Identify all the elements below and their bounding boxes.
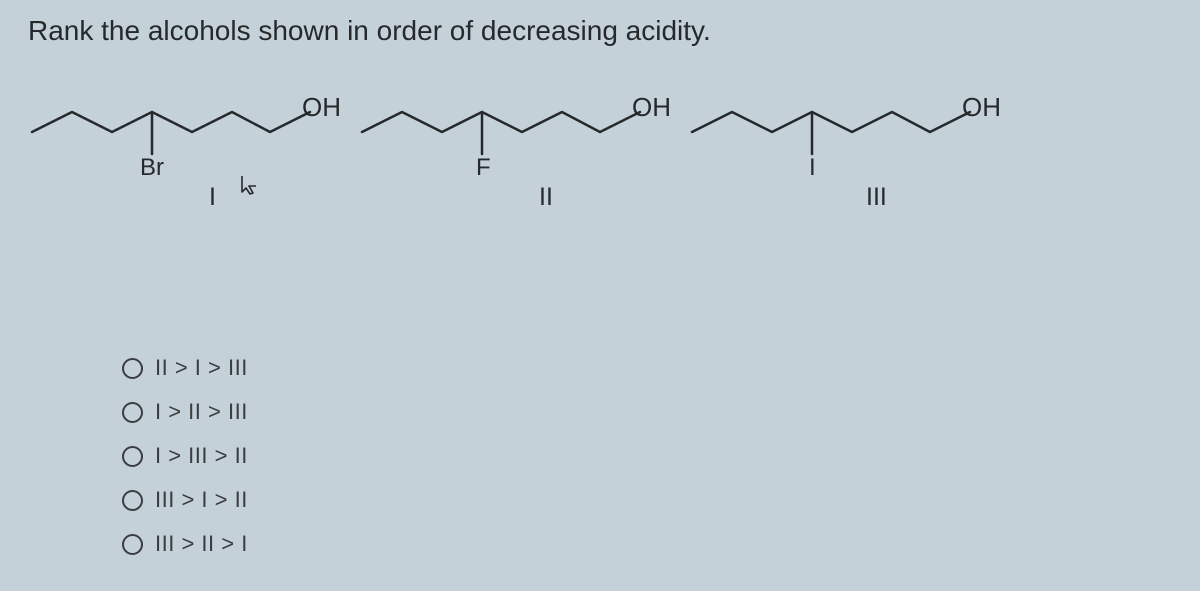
radio-icon[interactable] bbox=[122, 358, 143, 379]
radio-icon[interactable] bbox=[122, 490, 143, 511]
cursor-icon bbox=[240, 174, 258, 196]
substituent-I: Br bbox=[140, 154, 164, 182]
choice-label: III > II > I bbox=[155, 531, 248, 557]
roman-III: III bbox=[866, 183, 887, 212]
answer-choices: II > I > III I > II > III I > III > II I… bbox=[122, 346, 248, 566]
oh-label-III: OH bbox=[962, 92, 1001, 123]
skeleton-III bbox=[682, 82, 1002, 232]
structure-I: Br OH I bbox=[22, 82, 342, 232]
choice-3[interactable]: I > III > II bbox=[122, 434, 248, 478]
structure-III: I OH III bbox=[682, 82, 1002, 232]
skeleton-II bbox=[352, 82, 672, 232]
choice-4[interactable]: III > I > II bbox=[122, 478, 248, 522]
radio-icon[interactable] bbox=[122, 534, 143, 555]
oh-label-I: OH bbox=[302, 92, 341, 123]
substituent-III: I bbox=[809, 154, 816, 182]
choice-label: II > I > III bbox=[155, 355, 248, 381]
roman-I: I bbox=[209, 183, 216, 212]
roman-II: II bbox=[539, 183, 553, 212]
structures-row: Br OH I F OH II I OH III bbox=[22, 82, 1022, 242]
radio-icon[interactable] bbox=[122, 446, 143, 467]
choice-label: I > III > II bbox=[155, 443, 248, 469]
choice-label: I > II > III bbox=[155, 399, 248, 425]
choice-1[interactable]: II > I > III bbox=[122, 346, 248, 390]
choice-2[interactable]: I > II > III bbox=[122, 390, 248, 434]
choice-5[interactable]: III > II > I bbox=[122, 522, 248, 566]
choice-label: III > I > II bbox=[155, 487, 248, 513]
oh-label-II: OH bbox=[632, 92, 671, 123]
question-text: Rank the alcohols shown in order of decr… bbox=[28, 14, 711, 48]
substituent-II: F bbox=[476, 154, 491, 182]
skeleton-I bbox=[22, 82, 342, 232]
radio-icon[interactable] bbox=[122, 402, 143, 423]
structure-II: F OH II bbox=[352, 82, 672, 232]
